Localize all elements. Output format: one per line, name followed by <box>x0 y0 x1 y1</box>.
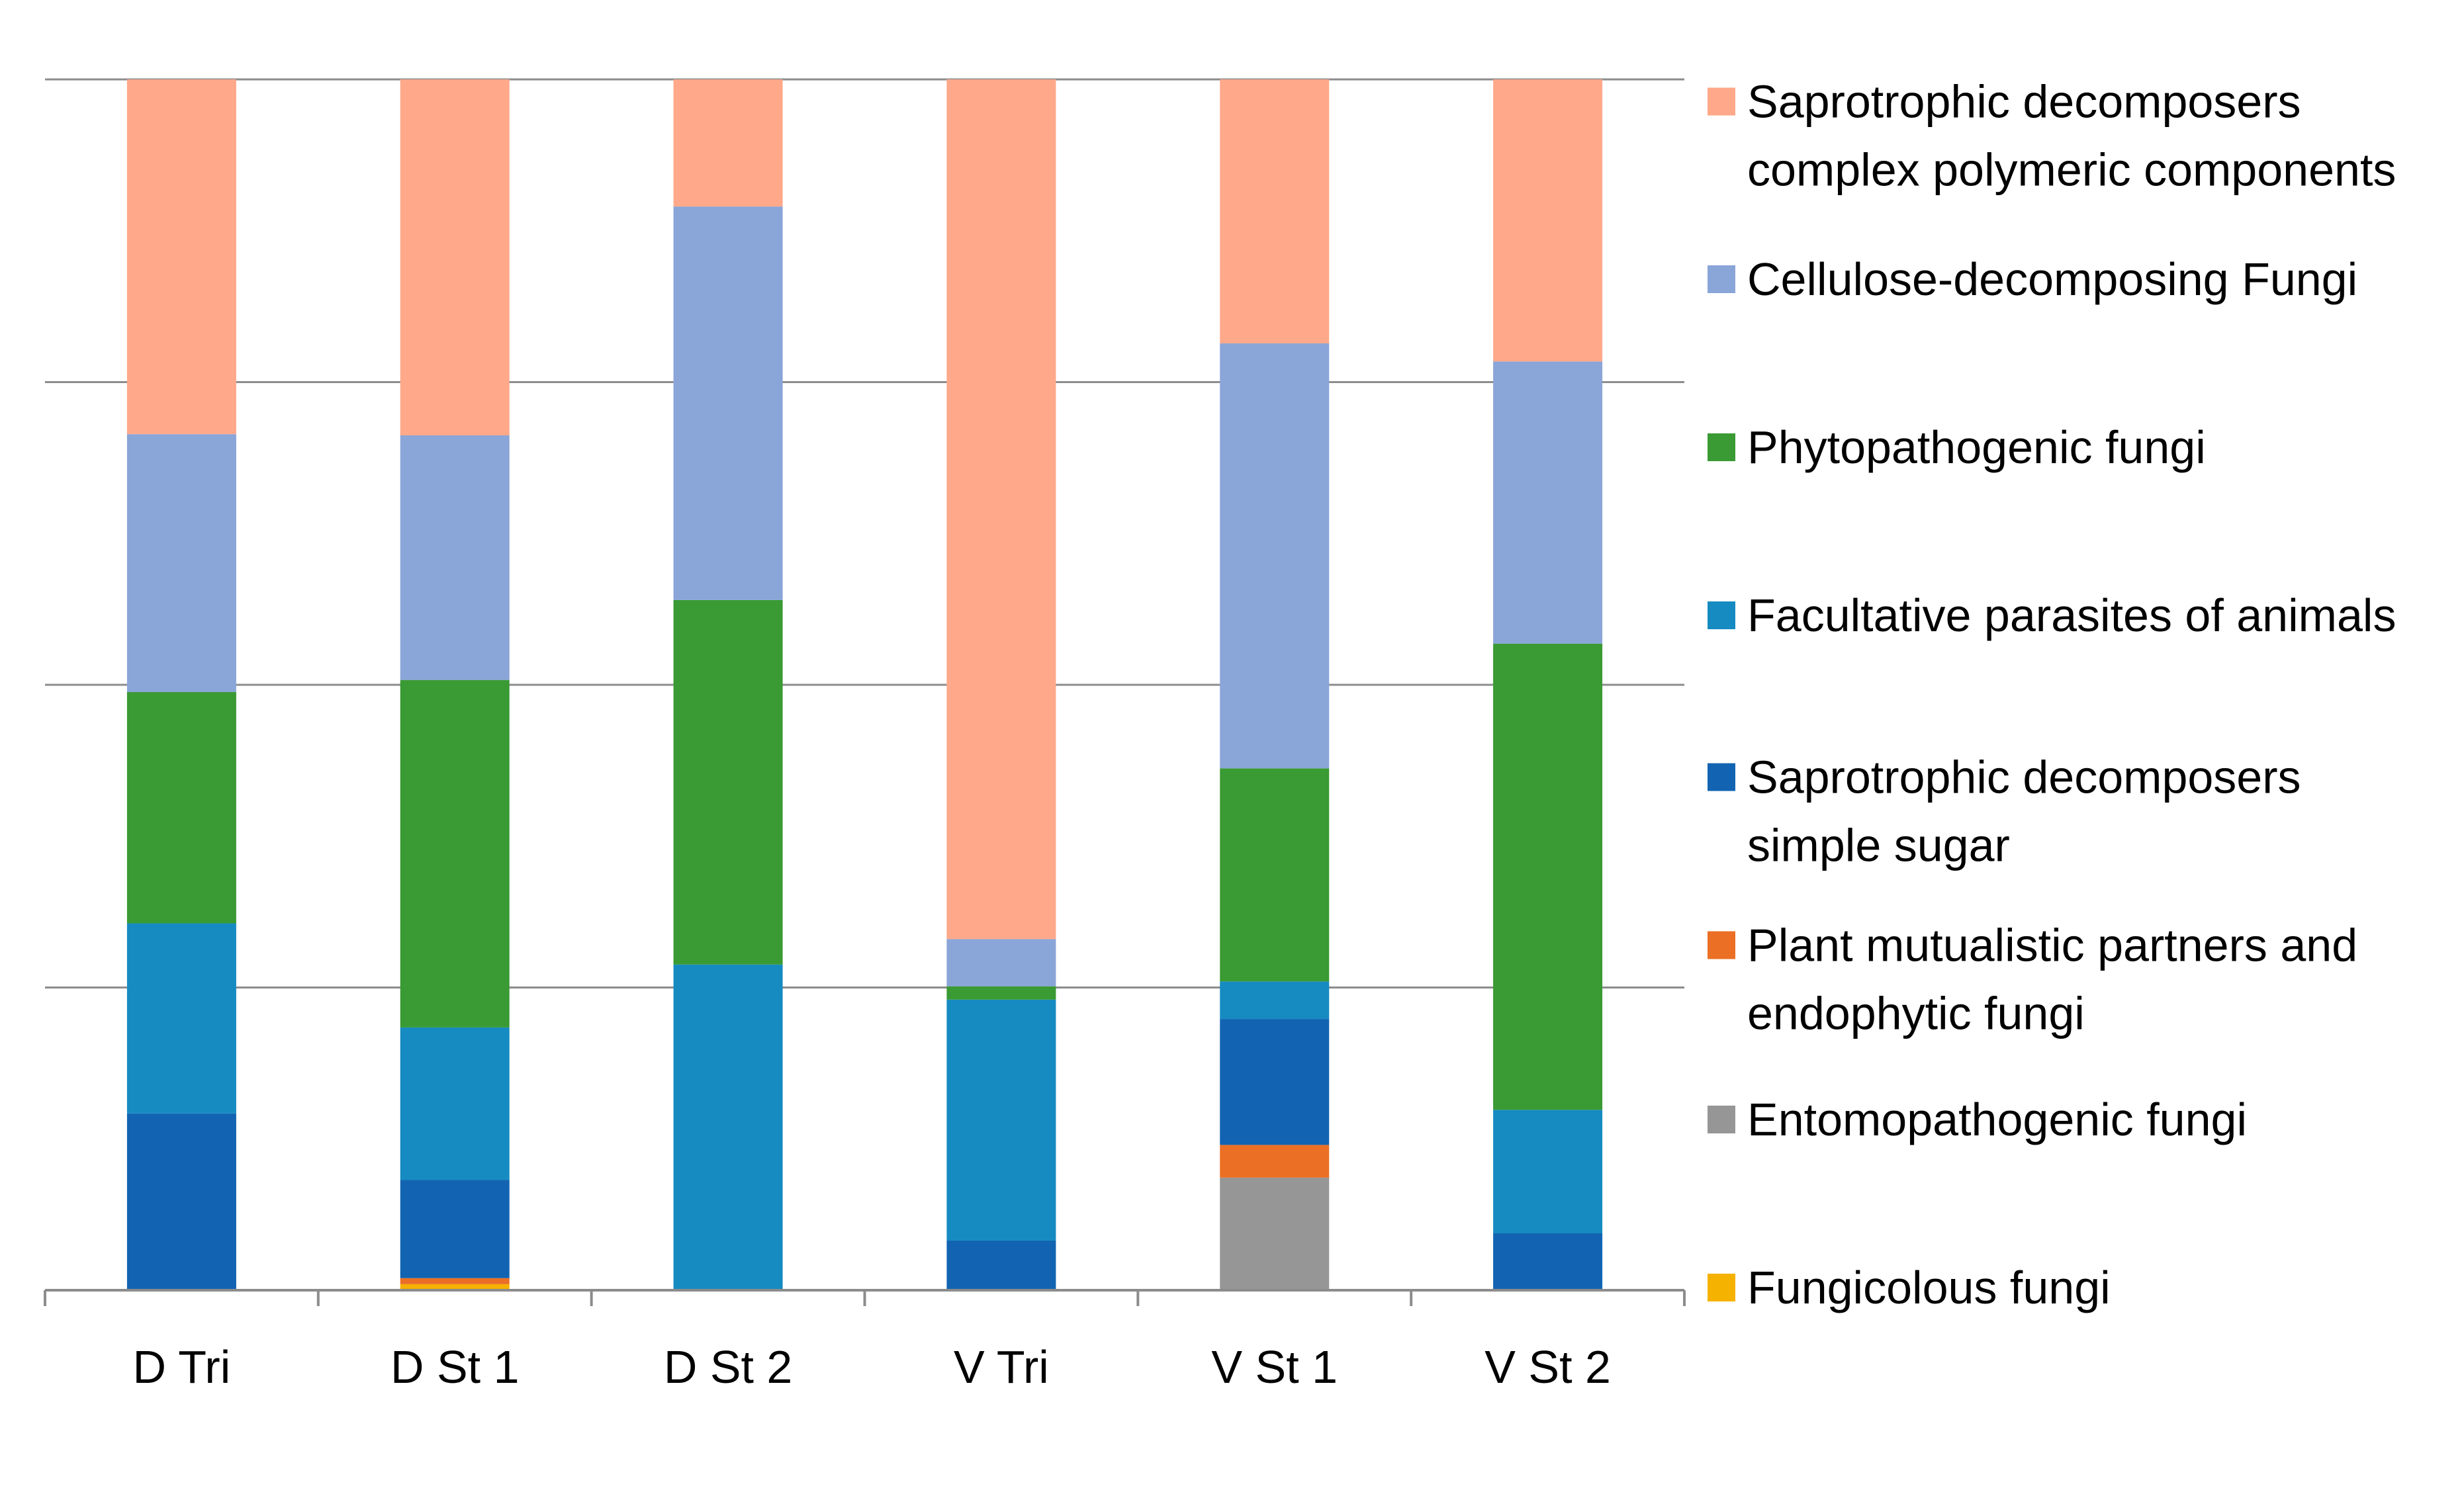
legend-swatch <box>1708 87 1735 116</box>
bar-segment-v-st-2-phytopathogenic-fungi <box>1493 643 1603 1110</box>
x-tick-label: V St 2 <box>1484 1341 1611 1393</box>
legend-swatch <box>1708 265 1735 293</box>
legend-label: Fungicolous fungi <box>1747 1262 2111 1313</box>
legend-swatch <box>1708 433 1735 461</box>
bar-segment-d-st-1-saprotrophic-decomposers-complex-polymeric-components <box>400 79 510 436</box>
legend-label: endophytic fungi <box>1747 988 2085 1039</box>
legend-label: Plant mutualistic partners and <box>1747 920 2357 971</box>
bar-segment-v-st-2-cellulose-decomposing-fungi <box>1493 361 1603 644</box>
legend-swatch <box>1708 1106 1735 1133</box>
legend-item-plant-mutualistic-partners-and-endophytic-fungi: Plant mutualistic partners and endophytic… <box>1708 920 2357 1039</box>
legend-label: Saprotrophic decomposers <box>1747 752 2301 803</box>
bar-segment-v-st-2-saprotrophic-decomposers-simple-sugar <box>1493 1233 1603 1290</box>
legend-item-facultative-parasites-of-animals: Facultative parasites of animals <box>1708 590 2396 641</box>
bar-segment-v-st-1-phytopathogenic-fungi <box>1220 768 1330 982</box>
bar-segment-v-tri-cellulose-decomposing-fungi <box>946 939 1056 987</box>
bar-segment-d-st-1-facultative-parasites-of-animals <box>400 1027 510 1180</box>
x-tick-label: D St 1 <box>390 1341 520 1393</box>
legend-label: Cellulose-decomposing Fungi <box>1747 253 2357 305</box>
legend-item-saprotrophic-decomposers-complex-polymeric-components: Saprotrophic decomposers complex polymeri… <box>1708 76 2396 196</box>
bar-segment-v-tri-facultative-parasites-of-animals <box>946 999 1056 1241</box>
legend-label: Phytopathogenic fungi <box>1747 421 2206 473</box>
legend: Saprotrophic decomposers complex polymeri… <box>1708 76 2396 1313</box>
bar-segment-v-st-2-facultative-parasites-of-animals <box>1493 1110 1603 1233</box>
x-tick-label: V Tri <box>954 1341 1049 1393</box>
bar-segment-d-st-1-cellulose-decomposing-fungi <box>400 435 510 680</box>
bar-segment-d-tri-cellulose-decomposing-fungi <box>126 434 236 692</box>
legend-swatch <box>1708 931 1735 959</box>
bar-segment-v-tri-phytopathogenic-fungi <box>946 986 1056 1000</box>
bar-segment-d-st-1-saprotrophic-decomposers-simple-sugar <box>400 1180 510 1278</box>
bar-segment-v-tri-saprotrophic-decomposers-simple-sugar <box>946 1240 1056 1290</box>
bar-segment-d-st-2-cellulose-decomposing-fungi <box>673 206 783 600</box>
x-tick-label: D Tri <box>133 1341 231 1393</box>
bar-segment-d-st-2-facultative-parasites-of-animals <box>673 964 783 1290</box>
bar-segment-d-tri-facultative-parasites-of-animals <box>126 923 236 1114</box>
bar-segment-d-st-1-plant-mutualistic-partners-and-endophytic-fungi <box>400 1278 510 1284</box>
x-axis: D Tri D St 1 D St 2 V Tri V St 1 V St 2 <box>44 1289 1686 1393</box>
legend-label: Entomopathogenic fungi <box>1747 1094 2247 1145</box>
x-tick-label: D St 2 <box>664 1341 793 1393</box>
legend-swatch <box>1708 763 1735 791</box>
bar-segment-v-st-1-saprotrophic-decomposers-complex-polymeric-components <box>1220 79 1330 343</box>
legend-item-fungicolous-fungi: Fungicolous fungi <box>1708 1262 2111 1313</box>
bar-segment-v-st-2-saprotrophic-decomposers-complex-polymeric-components <box>1493 79 1603 362</box>
bar-segment-d-tri-phytopathogenic-fungi <box>126 691 236 924</box>
legend-label: simple sugar <box>1747 820 2010 871</box>
legend-item-phytopathogenic-fungi: Phytopathogenic fungi <box>1708 421 2206 473</box>
bar-segment-v-st-1-plant-mutualistic-partners-and-endophytic-fungi <box>1220 1145 1330 1178</box>
legend-item-saprotrophic-decomposers-simple-sugar: Saprotrophic decomposers simple sugar <box>1708 752 2301 871</box>
legend-swatch <box>1708 1274 1735 1301</box>
legend-swatch <box>1708 601 1735 629</box>
legend-label: Saprotrophic decomposers <box>1747 76 2301 128</box>
gridlines <box>45 78 1684 989</box>
bar-segment-d-st-2-saprotrophic-decomposers-complex-polymeric-components <box>673 79 783 207</box>
bar-segment-v-st-1-entomopathogenic-fungi <box>1220 1177 1330 1290</box>
bar-segment-v-st-1-facultative-parasites-of-animals <box>1220 981 1330 1020</box>
legend-label: complex polymeric components <box>1747 144 2396 196</box>
legend-item-cellulose-decomposing-fungi: Cellulose-decomposing Fungi <box>1708 253 2357 305</box>
bar-segment-d-tri-saprotrophic-decomposers-complex-polymeric-components <box>126 79 236 435</box>
legend-item-entomopathogenic-fungi: Entomopathogenic fungi <box>1708 1094 2247 1145</box>
bar-segment-d-tri-saprotrophic-decomposers-simple-sugar <box>126 1113 236 1290</box>
bar-segment-v-tri-saprotrophic-decomposers-complex-polymeric-components <box>946 79 1056 940</box>
bar-segment-d-st-1-phytopathogenic-fungi <box>400 680 510 1028</box>
bar-segment-v-st-1-saprotrophic-decomposers-simple-sugar <box>1220 1019 1330 1145</box>
x-tick-label: V St 1 <box>1211 1341 1338 1393</box>
bar-segment-d-st-1-fungicolous-fungi <box>400 1284 510 1290</box>
bars <box>126 79 1603 1290</box>
bar-segment-v-st-1-cellulose-decomposing-fungi <box>1220 343 1330 769</box>
legend-label: Facultative parasites of animals <box>1747 590 2396 641</box>
bar-segment-d-st-2-phytopathogenic-fungi <box>673 599 783 965</box>
